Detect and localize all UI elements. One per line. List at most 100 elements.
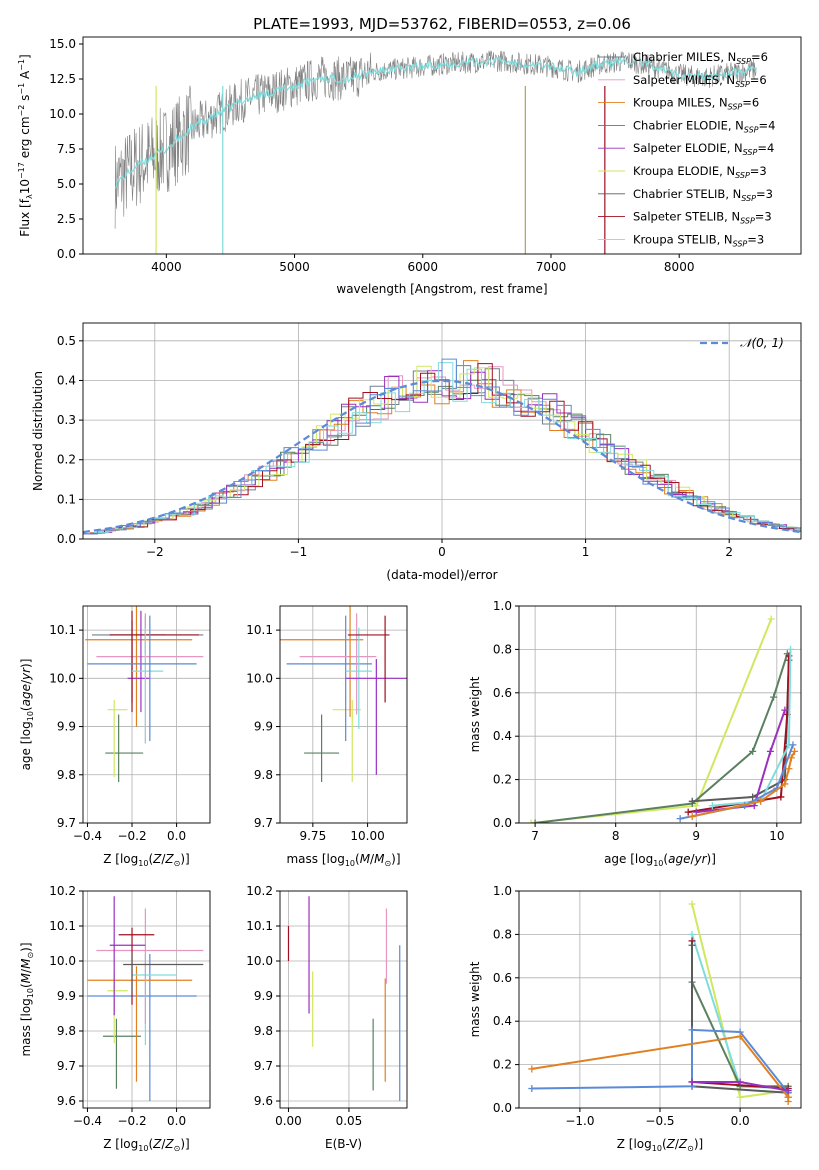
- y-tick-label: 0.4: [57, 373, 76, 387]
- axes-frame: [518, 605, 802, 824]
- y-tick-label: 10.0: [49, 954, 76, 968]
- legend-entry: Chabrier ELODIE, NSSP=4: [633, 118, 775, 134]
- weight-marker: [688, 1026, 696, 1034]
- x-tick-label: 10.00: [350, 829, 384, 843]
- y-tick-label: 9.6: [57, 1094, 76, 1108]
- legend-entry: Salpeter STELIB, NSSP=3: [633, 210, 772, 226]
- legend-entry: Chabrier MILES, NSSP=6: [633, 50, 768, 66]
- panel-spectrum: 4000 5000 6000 7000 8000 0.0 2.5 5.0 7.5 10.0 12.5…: [17, 36, 802, 296]
- weight-marker: [784, 1087, 792, 1095]
- x-tick-label: 0.0: [167, 829, 186, 843]
- x-tick-label: 0.0: [731, 1114, 750, 1128]
- y-axis-label: age [log10(age/yr)]: [19, 659, 35, 771]
- y-tick-label: 0.4: [493, 1014, 512, 1028]
- weight-marker: [676, 815, 684, 823]
- weight-marker: [789, 741, 797, 749]
- panel-age_vs_Z: −0.4 −0.2 0.0 9.7 9.8 9.9 10.0 10.1 Z [log10(Z/Z…: [19, 605, 211, 868]
- x-tick-label: −0.2: [117, 829, 146, 843]
- weight-marker: [749, 793, 757, 801]
- x-axis-label: (data-model)/error: [386, 568, 497, 582]
- weight-marker: [749, 747, 757, 755]
- weight-marker: [688, 941, 696, 949]
- y-tick-label: 9.8: [57, 1024, 76, 1038]
- weight-marker: [688, 797, 696, 805]
- weight-marker: [787, 754, 795, 762]
- plot-area: [519, 891, 801, 1108]
- x-axis-label: Z [log10(Z/Z⊙)]: [103, 1137, 189, 1153]
- x-tick-label: 0: [438, 545, 446, 559]
- x-tick-label: 1: [582, 545, 590, 559]
- panel-age_vs_mass: 9.75 10.00 9.7 9.8 9.9 10.0 10.1 mass [log10(M/…: [246, 605, 408, 868]
- x-tick-label: 9.75: [299, 829, 326, 843]
- weight-marker: [531, 819, 539, 823]
- x-tick-label: 2: [725, 545, 733, 559]
- y-tick-label: 0.2: [493, 1058, 512, 1072]
- y-tick-label: 0.0: [57, 247, 76, 261]
- x-tick-label: −1: [290, 545, 308, 559]
- y-tick-label: 9.7: [57, 1059, 76, 1073]
- x-tick-label: 9: [692, 829, 700, 843]
- weight-marker: [684, 808, 692, 816]
- y-tick-label: 0.8: [493, 927, 512, 941]
- x-axis-label: wavelength [Angstrom, rest frame]: [336, 282, 547, 296]
- x-tick-label: −0.4: [73, 829, 102, 843]
- y-tick-label: 10.1: [49, 919, 76, 933]
- y-tick-label: 9.9: [254, 989, 273, 1003]
- weight-marker: [688, 1078, 696, 1086]
- weight-marker: [528, 1065, 536, 1073]
- y-tick-label: 0.5: [57, 334, 76, 348]
- legend-entry: Kroupa STELIB, NSSP=3: [633, 232, 764, 248]
- axes-frame: [279, 890, 408, 1109]
- y-axis-label: Flux [fλ10−17 erg cm−2 s−1 A−1]: [17, 54, 34, 236]
- panel-mass_vs_Z: −0.4 −0.2 0.0 9.6 9.7 9.8 9.9 10.0 10.1 10.2 Z [lo…: [19, 884, 211, 1153]
- histogram-step: [83, 358, 801, 535]
- y-axis-label: Normed distribution: [31, 371, 45, 491]
- weight-marker: [708, 802, 716, 810]
- plot-area: [280, 891, 407, 1108]
- weight-marker: [688, 812, 696, 820]
- x-tick-label: 7000: [536, 260, 567, 274]
- panel-residuals: −2 −1 0 1 2 0.0 0.1 0.2 0.3 0.4 0.5 𝒩(0, 1) (data-mo…: [31, 322, 802, 582]
- panel-mass_vs_EBV: 0.00 0.05 9.6 9.7 9.8 9.9 10.0 10.1 10.2 E(B-V): [246, 884, 408, 1151]
- plot-area: [519, 606, 801, 823]
- weight-marker: [528, 1084, 536, 1092]
- x-tick-label: 0.05: [336, 1114, 363, 1128]
- y-tick-label: 10.0: [49, 671, 76, 685]
- y-tick-label: 10.2: [246, 884, 273, 898]
- y-tick-label: 10.1: [246, 623, 273, 637]
- axes-frame: [82, 605, 211, 824]
- y-tick-label: 0.1: [57, 492, 76, 506]
- spectrum-line: [114, 50, 757, 229]
- weight-marker: [692, 802, 700, 810]
- weight-marker: [766, 747, 774, 755]
- y-tick-label: 0.3: [57, 413, 76, 427]
- y-tick-label: 0.2: [57, 453, 76, 467]
- x-tick-label: 8: [612, 829, 620, 843]
- x-axis-label: E(B-V): [325, 1137, 362, 1151]
- weight-marker: [527, 819, 535, 823]
- weight-marker: [784, 1097, 792, 1105]
- plot-area: [114, 50, 757, 254]
- weight-marker: [787, 645, 795, 653]
- plot-area: [83, 323, 801, 539]
- figure-title: PLATE=1993, MJD=53762, FIBERID=0553, z=0…: [253, 15, 631, 33]
- x-tick-label: 0.0: [167, 1114, 186, 1128]
- weight-marker: [757, 797, 765, 805]
- x-axis-label: mass [log10(M/M⊙)]: [286, 852, 400, 868]
- axes-frame: [82, 890, 211, 1109]
- x-axis-label: Z [log10(Z/Z⊙)]: [103, 852, 189, 868]
- x-tick-label: 5000: [279, 260, 310, 274]
- x-tick-label: −2: [146, 545, 164, 559]
- x-tick-label: −0.2: [117, 1114, 146, 1128]
- x-tick-label: 7: [531, 829, 539, 843]
- y-tick-label: 2.5: [57, 212, 76, 226]
- legend-entry: Kroupa MILES, NSSP=6: [633, 96, 759, 112]
- normal-curve: [83, 379, 801, 534]
- legend-entry: Salpeter ELODIE, NSSP=4: [633, 141, 774, 157]
- weight-marker: [736, 1078, 744, 1086]
- y-tick-label: 0.2: [493, 773, 512, 787]
- y-tick-label: 0.4: [493, 729, 512, 743]
- y-tick-label: 0.6: [493, 686, 512, 700]
- legend-entry: Salpeter MILES, NSSP=6: [633, 73, 767, 89]
- y-tick-label: 9.8: [254, 768, 273, 782]
